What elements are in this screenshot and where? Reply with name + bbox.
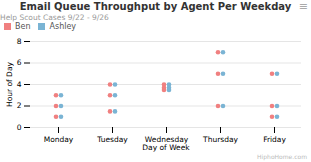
svg-text:0: 0 [17,123,22,132]
html-text:Ashley: Ashley [49,22,77,31]
svg-text:Hour of Day: Hour of Day [5,62,14,107]
svg-text:Thursday: Thursday [202,135,238,144]
html-text:HiphoHome.com: HiphoHome.com [257,153,307,160]
html-text:Ben: Ben [15,22,31,31]
svg-text:Day of Week: Day of Week [142,143,190,152]
svg-text:Wednesday: Wednesday [144,134,189,144]
svg-text:Monday: Monday [44,135,74,144]
svg-text:6: 6 [17,58,22,67]
html-text:Help Scout Cases 9/22 - 9/26: Help Scout Cases 9/22 - 9/26 [0,13,109,22]
svg-text:4: 4 [17,80,22,89]
svg-text:2: 2 [17,101,22,110]
svg-text:Friday: Friday [263,135,286,144]
svg-text:Tuesday: Tuesday [96,135,128,144]
html-text:Email Queue Throughput by Agen: Email Queue Throughput by Agent Per Week… [19,1,292,12]
svg-text:8: 8 [17,37,22,46]
